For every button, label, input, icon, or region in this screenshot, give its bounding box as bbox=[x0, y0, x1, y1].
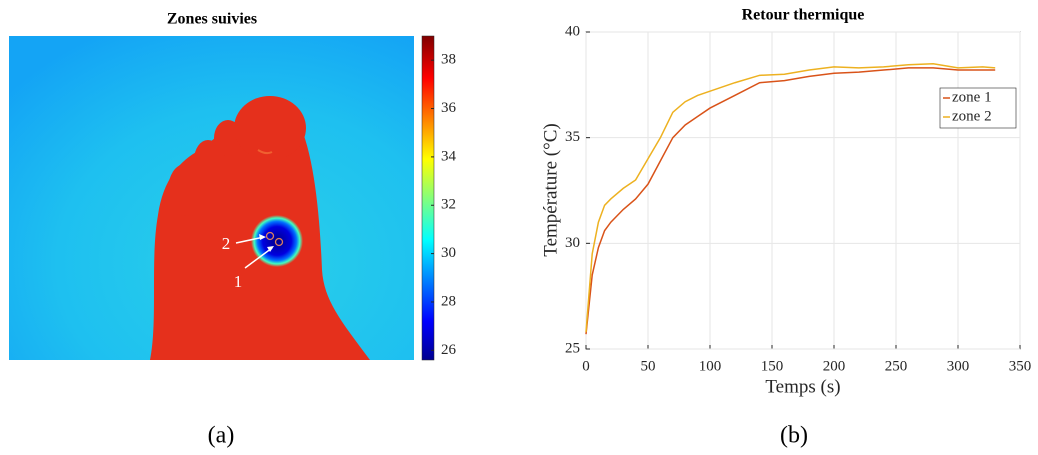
axes-box bbox=[585, 31, 1021, 350]
colorbar-tick-label: 26 bbox=[441, 342, 457, 358]
y-tick-label: 30 bbox=[565, 235, 580, 251]
line bbox=[585, 62, 996, 333]
x-tick-label: 250 bbox=[885, 358, 908, 374]
caption: (b) bbox=[780, 423, 808, 449]
colorbar-tick-label: 28 bbox=[441, 293, 456, 309]
caption: (a) bbox=[208, 423, 235, 449]
x-tick-label: 0 bbox=[582, 358, 590, 374]
colorbar-tick-label: 36 bbox=[441, 100, 457, 116]
colorbar-tick-label: 38 bbox=[441, 52, 456, 68]
zone-label: 2 bbox=[222, 234, 231, 253]
x-axis-label: Temps (s) bbox=[765, 376, 840, 397]
colorbar-tick-label: 34 bbox=[441, 148, 457, 164]
zone-label: 1 bbox=[234, 272, 243, 291]
legend-label: zone 1 bbox=[952, 89, 992, 105]
colorbar-tick-label: 30 bbox=[441, 245, 456, 261]
y-axis-label: Température (°C) bbox=[540, 123, 561, 256]
chart-title: Zones suivies bbox=[167, 11, 257, 28]
legend-label: zone 2 bbox=[952, 108, 992, 124]
y-tick-label: 25 bbox=[565, 340, 580, 356]
x-tick-label: 100 bbox=[699, 358, 722, 374]
x-tick-label: 200 bbox=[823, 358, 846, 374]
x-tick-label: 300 bbox=[947, 358, 970, 374]
thermal-image bbox=[9, 35, 435, 361]
x-tick-label: 350 bbox=[1009, 358, 1032, 374]
y-tick-label: 35 bbox=[565, 129, 580, 145]
line bbox=[585, 67, 996, 335]
legend-box bbox=[939, 87, 1017, 129]
y-tick-label: 40 bbox=[565, 23, 580, 39]
chart-title: Retour thermique bbox=[742, 7, 865, 24]
x-tick-label: 150 bbox=[761, 358, 784, 374]
x-tick-label: 50 bbox=[641, 358, 656, 374]
colorbar-tick-label: 32 bbox=[441, 197, 456, 213]
